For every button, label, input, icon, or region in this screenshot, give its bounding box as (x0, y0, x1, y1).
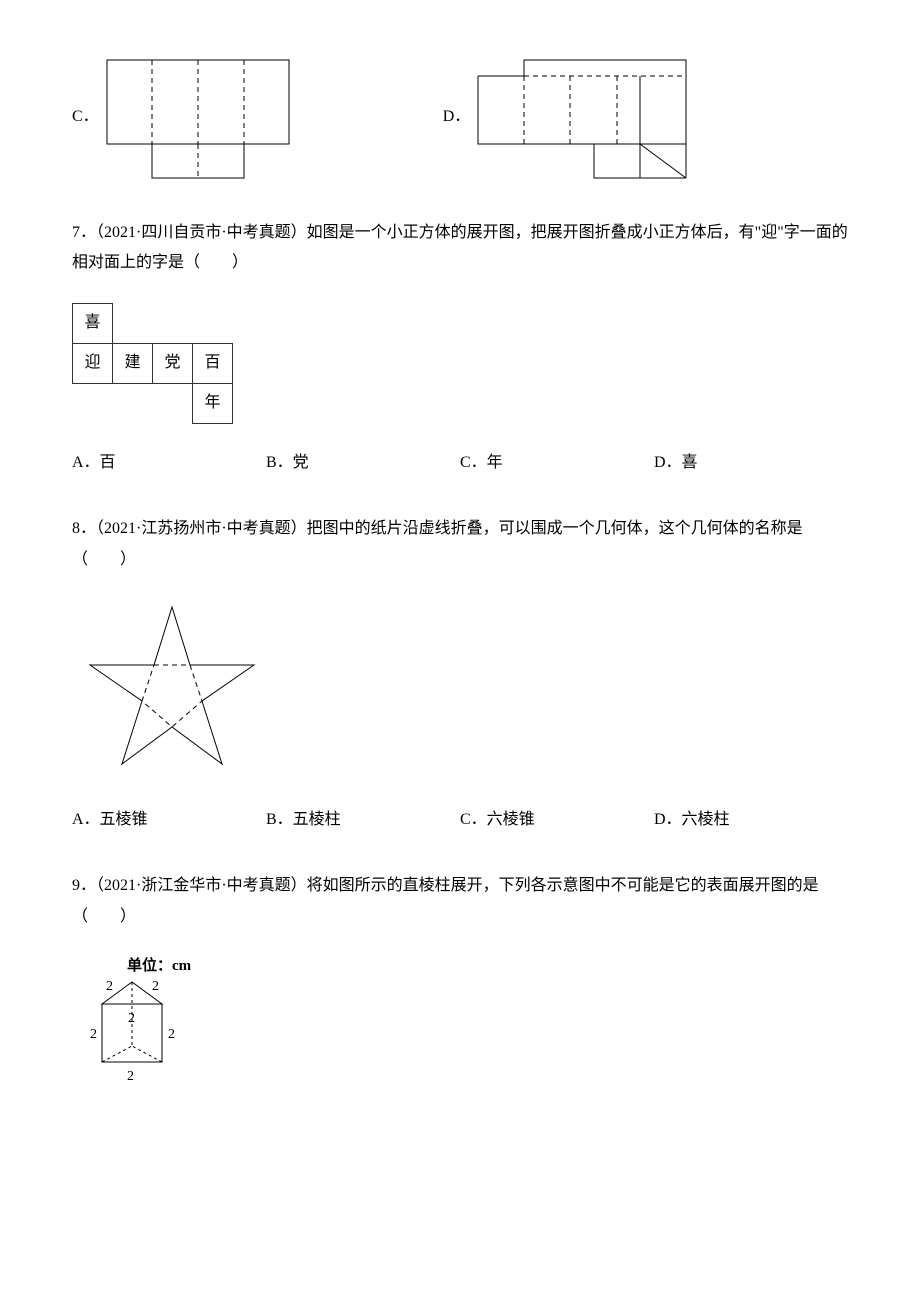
option-c-figure (103, 56, 293, 182)
q8-option-c[interactable]: C．六棱锥 (460, 805, 654, 835)
q7-options: A．百 B．党 C．年 D．喜 (72, 448, 848, 478)
net-cell: 年 (193, 383, 233, 423)
q7-option-b[interactable]: B．党 (266, 448, 460, 478)
net-cell: 迎 (73, 343, 113, 383)
option-d[interactable]: D． (443, 56, 695, 182)
edge-label: 2 (106, 979, 113, 994)
edge-label: 2 (168, 1027, 175, 1042)
unit-label: 单位：cm (127, 956, 192, 974)
net-cell: 党 (153, 343, 193, 383)
edge-label: 2 (90, 1027, 97, 1042)
option-c[interactable]: C． (72, 56, 293, 182)
net-cell: 喜 (73, 303, 113, 343)
q8-options: A．五棱锥 B．五棱柱 C．六棱锥 D．六棱柱 (72, 805, 848, 835)
edge-label: 2 (128, 1011, 135, 1026)
q7-option-d[interactable]: D．喜 (654, 448, 848, 478)
q8-option-b[interactable]: B．五棱柱 (266, 805, 460, 835)
option-d-label: D． (443, 102, 471, 132)
options-c-d-row: C． D． (72, 56, 848, 182)
net-cell: 建 (113, 343, 153, 383)
q8-text: 8．（2021·江苏扬州市·中考真题）把图中的纸片沿虚线折叠，可以围成一个几何体… (72, 514, 848, 575)
edge-label: 2 (127, 1069, 134, 1084)
q9-text: 9．（2021·浙江金华市·中考真题）将如图所示的直棱柱展开，下列各示意图中不可… (72, 871, 848, 932)
net-cell: 百 (193, 343, 233, 383)
q8-option-d[interactable]: D．六棱柱 (654, 805, 848, 835)
q8-star-figure (72, 599, 272, 789)
q7-option-c[interactable]: C．年 (460, 448, 654, 478)
option-c-label: C． (72, 102, 99, 132)
q8-option-a[interactable]: A．五棱锥 (72, 805, 266, 835)
option-d-figure (474, 56, 694, 182)
q7-option-a[interactable]: A．百 (72, 448, 266, 478)
q9-prism-figure: 单位：cm 2 2 2 2 2 2 (72, 956, 222, 1096)
edge-label: 2 (152, 979, 159, 994)
q7-text: 7．（2021·四川自贡市·中考真题）如图是一个小正方体的展开图，把展开图折叠成… (72, 218, 848, 279)
q7-cube-net: 喜 迎 建 党 百 年 (72, 303, 233, 424)
